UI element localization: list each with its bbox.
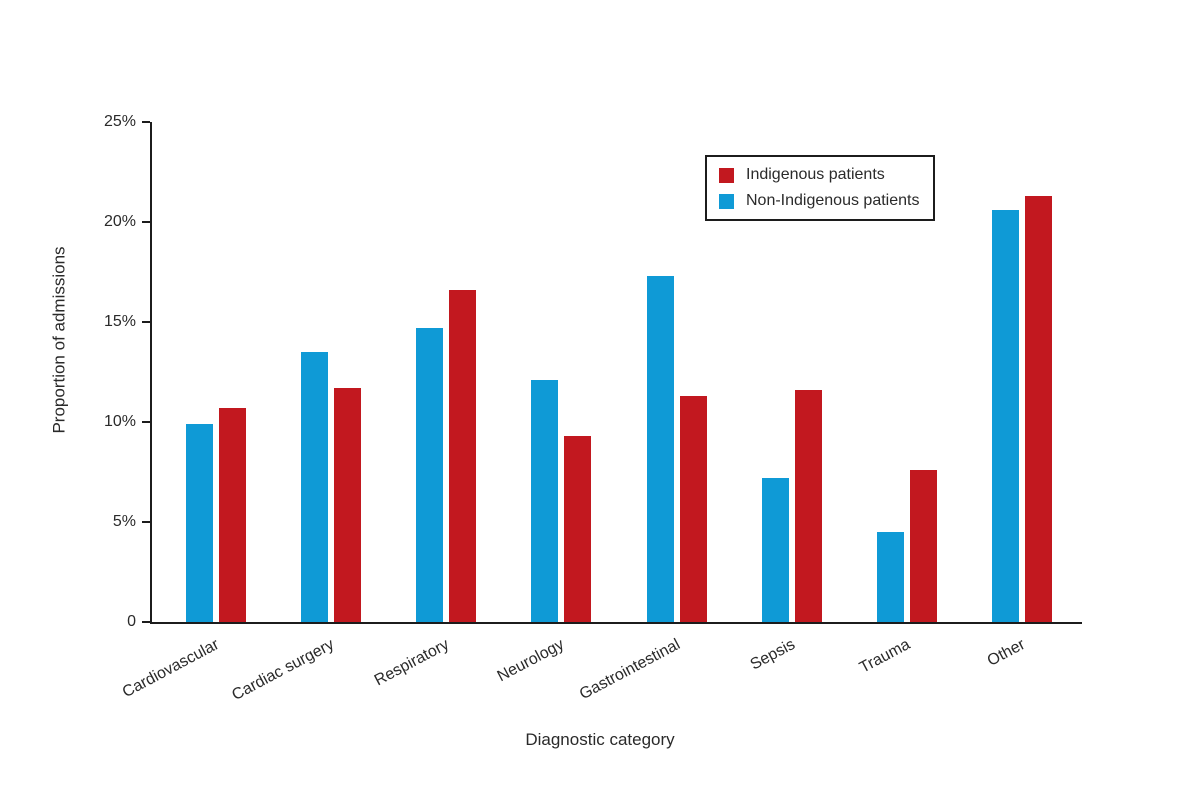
y-tick-label: 15% — [103, 313, 136, 330]
y-tick-label: 5% — [112, 513, 136, 530]
y-tick-mark — [142, 421, 150, 423]
legend: Indigenous patients Non-Indigenous patie… — [705, 155, 936, 221]
bar-respiratory-non-indigenous-patients — [416, 328, 444, 622]
bar-cardiac-surgery-non-indigenous-patients — [301, 352, 329, 622]
x-axis-title: Diagnostic category — [525, 730, 675, 749]
y-axis-title: Proportion of admissions — [48, 100, 72, 580]
bar-gastrointestinal-indigenous-patients — [679, 396, 707, 622]
plot-area: 0 5% 10% 15% 20% 25% Cardiovascular Cardiac su… — [104, 113, 1082, 704]
bar-sepsis-non-indigenous-patients — [761, 478, 789, 622]
legend-label-non-indigenous: Non-Indigenous patients — [746, 192, 920, 209]
legend-swatch-indigenous-icon — [719, 167, 734, 183]
y-axis-title-text: Proportion of admissions — [50, 246, 69, 434]
y-tick-mark — [142, 221, 150, 223]
bar-sepsis-indigenous-patients — [794, 390, 822, 622]
bar-neurology-indigenous-patients — [564, 436, 592, 622]
y-tick-mark — [142, 321, 150, 323]
legend-label-indigenous: Indigenous patients — [746, 166, 885, 183]
y-tick-mark — [142, 621, 150, 623]
bar-other-non-indigenous-patients — [992, 210, 1020, 622]
legend-swatch-non-indigenous-icon — [719, 193, 734, 209]
bar-neurology-non-indigenous-patients — [531, 380, 559, 622]
bar-trauma-non-indigenous-patients — [876, 532, 904, 622]
y-tick-label: 10% — [103, 413, 136, 430]
bar-cardiovascular-indigenous-patients — [219, 408, 246, 622]
bar-gastrointestinal-non-indigenous-patients — [646, 276, 674, 622]
legend-item-indigenous: Indigenous patients — [719, 166, 919, 184]
y-tick-label: 25% — [103, 113, 136, 130]
bar-other-indigenous-patients — [1025, 196, 1053, 622]
bar-trauma-indigenous-patients — [909, 470, 937, 622]
y-tick-mark — [142, 521, 150, 523]
y-tick-label: 0 — [127, 613, 136, 630]
y-tick-mark — [142, 121, 150, 123]
bar-cardiac-surgery-indigenous-patients — [334, 388, 362, 622]
legend-item-non-indigenous: Non-Indigenous patients — [719, 192, 919, 210]
y-tick-label: 20% — [103, 213, 136, 230]
bar-cardiovascular-non-indigenous-patients — [186, 424, 213, 622]
bar-respiratory-indigenous-patients — [449, 290, 477, 622]
